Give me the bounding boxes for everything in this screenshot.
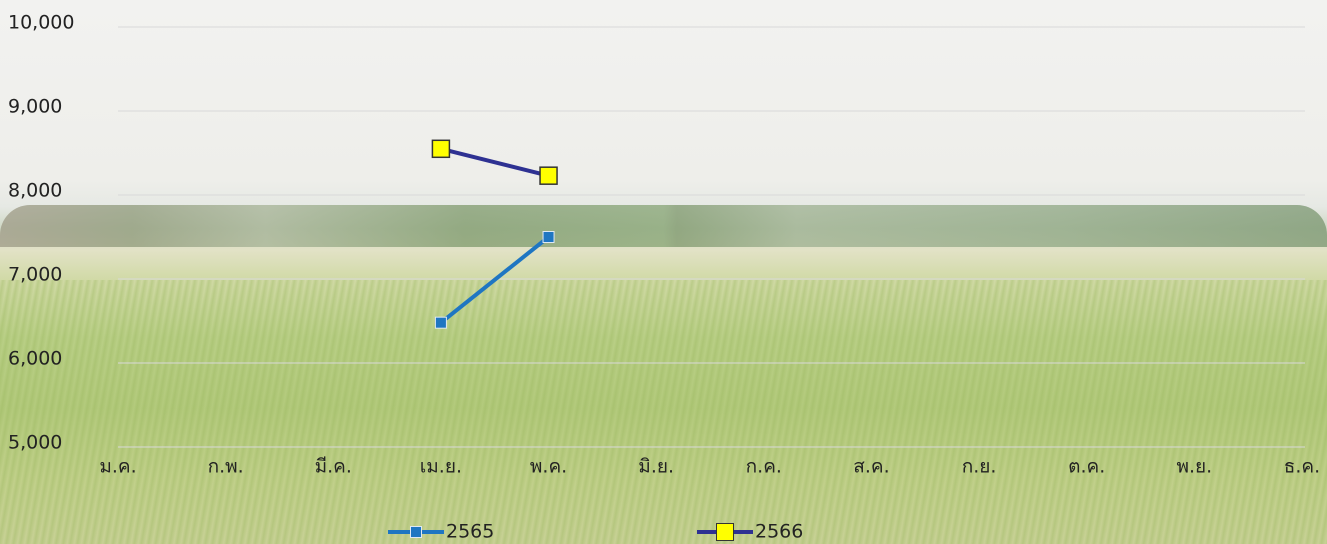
marker [543,232,554,243]
x-tick-label: ก.ค. [746,456,782,478]
y-tick-label: 5,000 [8,432,62,454]
x-tick-label: เม.ย. [420,456,462,478]
y-tick-label: 7,000 [8,264,62,286]
marker [435,317,446,328]
x-tick-label: ธ.ค. [1284,456,1320,478]
legend-marker [717,524,734,541]
x-tick-label: ก.พ. [208,456,244,478]
marker [432,140,449,157]
page: {"chart_data": {"type": "line", "categor… [0,0,1327,544]
y-tick-label: 10,000 [8,12,74,34]
x-tick-label: พ.ค. [530,456,567,478]
x-tick-label: พ.ย. [1176,456,1212,478]
chart: 5,000 6,000 7,000 8,000 9,000 10,000 ม.ค. ก.พ. ม… [0,0,1327,544]
x-tick-label: ก.ย. [962,456,997,478]
legend-marker [411,527,422,538]
legend-label: 2565 [446,521,494,543]
x-tick-label: ม.ค. [99,456,136,478]
y-tick-label: 9,000 [8,96,62,118]
x-tick-label: มี.ค. [315,456,352,478]
legend-label: 2566 [755,521,803,543]
x-tick-label: ส.ค. [853,456,889,478]
y-tick-label: 6,000 [8,348,62,370]
marker [540,167,557,184]
series-line [441,149,549,176]
series-line [441,237,549,323]
y-tick-label: 8,000 [8,180,62,202]
x-tick-label: ต.ค. [1068,456,1105,478]
x-tick-label: มิ.ย. [638,456,674,478]
